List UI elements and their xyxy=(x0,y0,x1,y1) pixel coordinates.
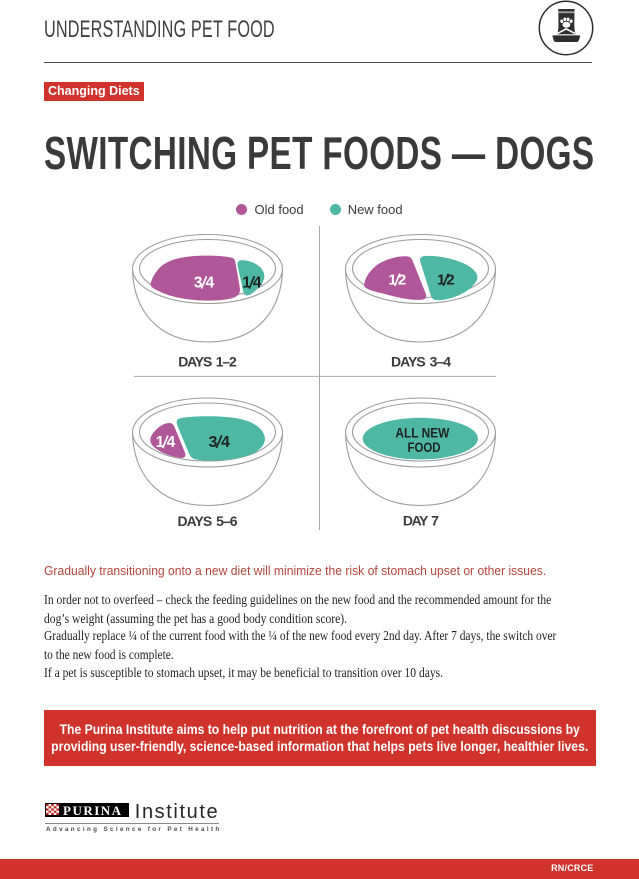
svg-text:2: 2 xyxy=(446,272,454,289)
svg-text:4: 4 xyxy=(206,274,215,291)
svg-text:4: 4 xyxy=(221,434,230,451)
svg-text:3: 3 xyxy=(194,274,203,291)
svg-text:ALL NEW: ALL NEW xyxy=(395,425,450,441)
svg-text:DAYS 5–6: DAYS 5–6 xyxy=(178,513,238,529)
svg-text:DAYS 1–2: DAYS 1–2 xyxy=(178,354,237,370)
svg-text:4: 4 xyxy=(253,274,262,291)
svg-text:1: 1 xyxy=(437,272,445,289)
svg-text:DAY 7: DAY 7 xyxy=(403,513,439,529)
svg-text:4: 4 xyxy=(167,434,176,451)
svg-text:1: 1 xyxy=(242,274,251,291)
svg-text:DAYS 3–4: DAYS 3–4 xyxy=(391,354,451,370)
svg-text:3: 3 xyxy=(209,434,218,451)
svg-text:1: 1 xyxy=(388,272,396,289)
svg-text:2: 2 xyxy=(398,272,406,289)
svg-text:1: 1 xyxy=(156,434,165,451)
svg-text:FOOD: FOOD xyxy=(408,439,441,455)
